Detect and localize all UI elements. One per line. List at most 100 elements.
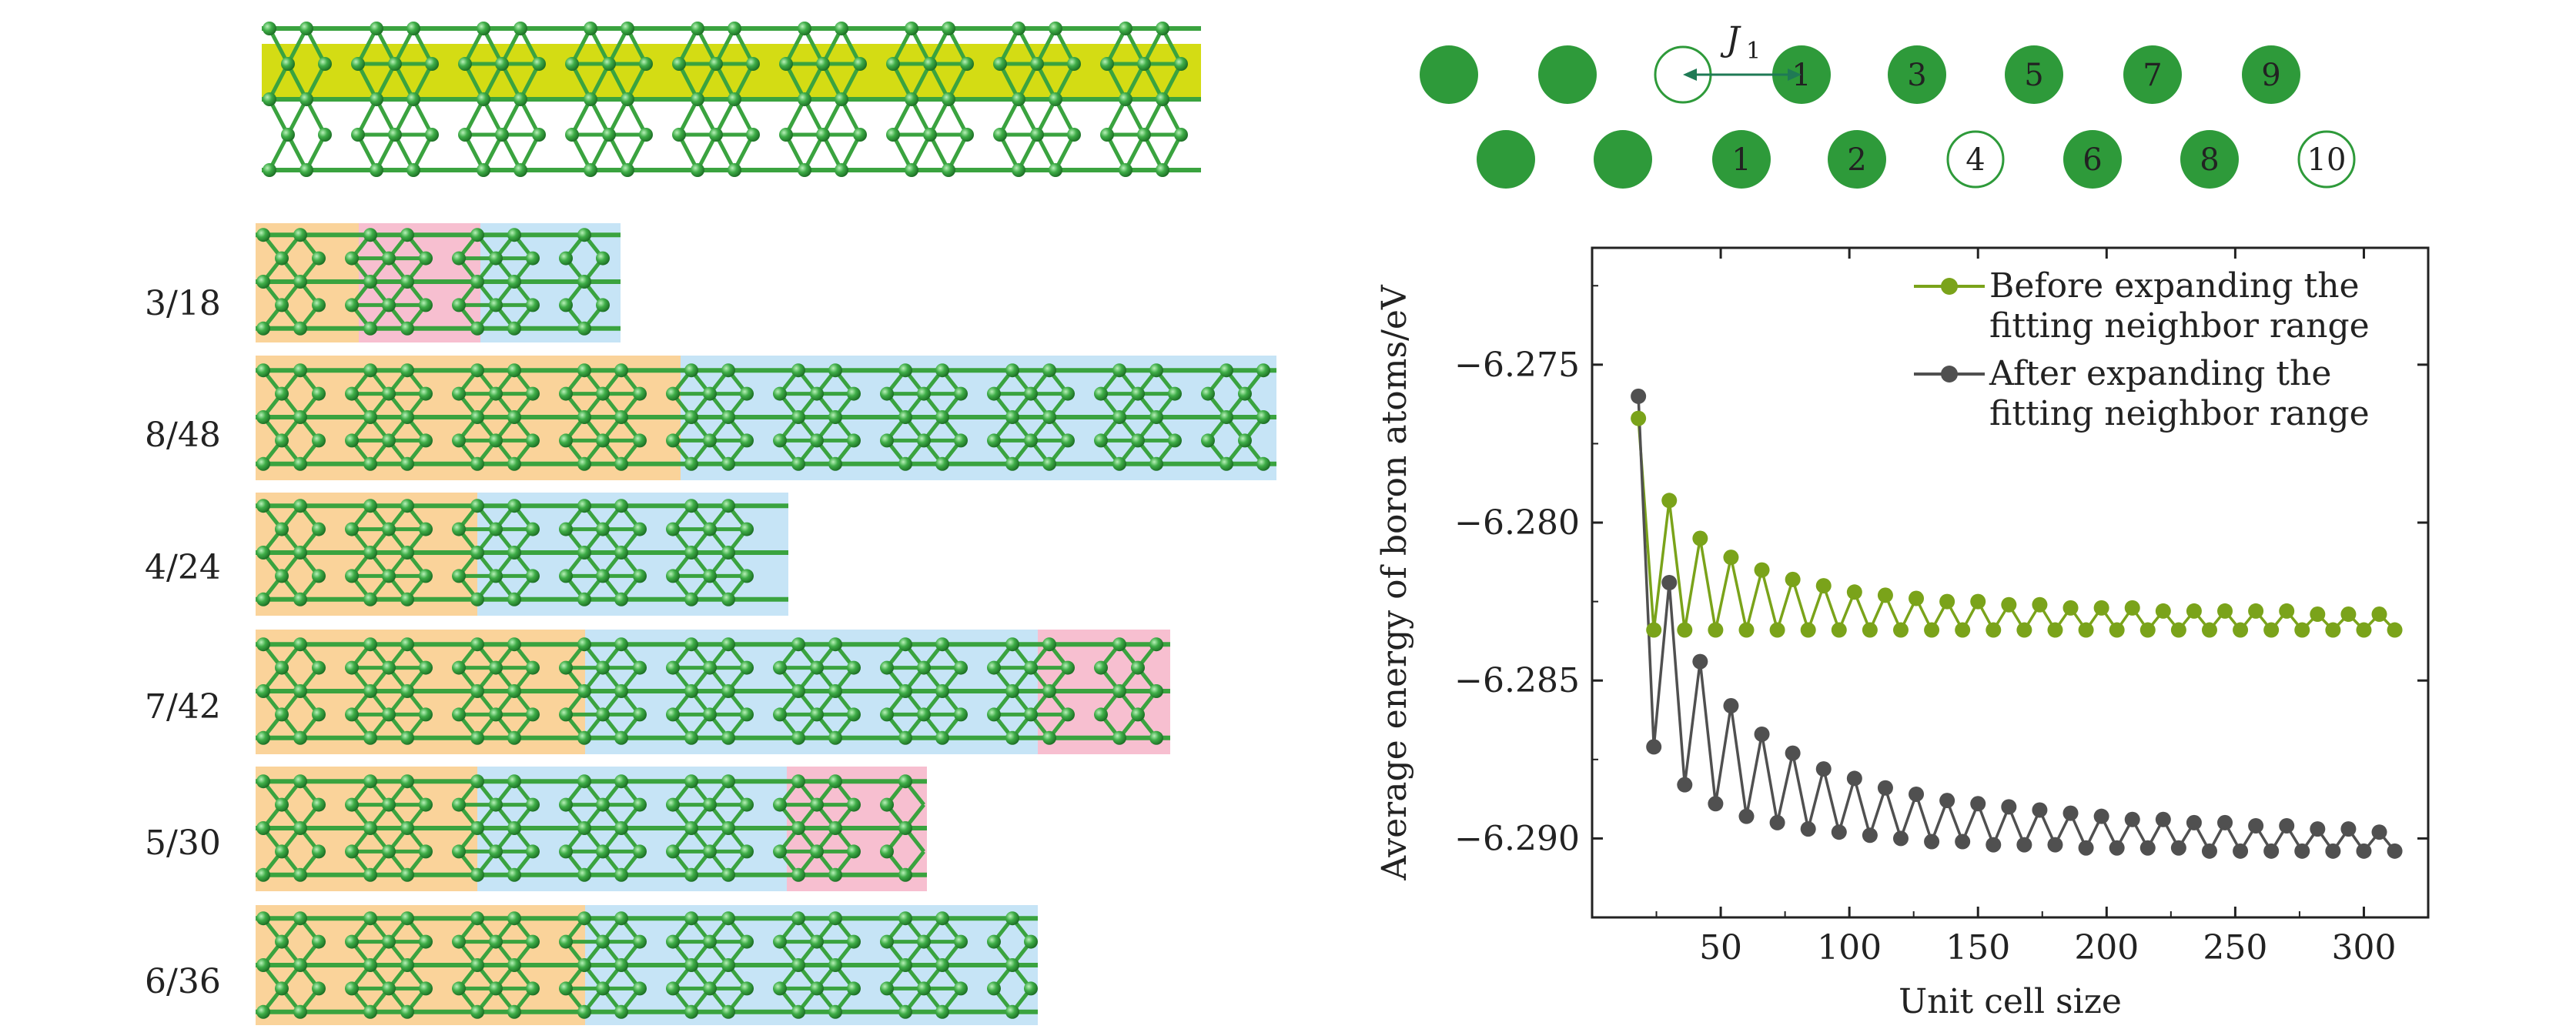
boron-atom bbox=[526, 844, 540, 859]
boron-atom bbox=[721, 499, 735, 513]
boron-atom bbox=[709, 128, 723, 142]
data-point-series-1 bbox=[2294, 622, 2310, 638]
data-point-series-1 bbox=[1661, 493, 1678, 509]
boron-atom bbox=[400, 730, 414, 745]
boron-atom bbox=[1149, 730, 1163, 745]
boron-atom bbox=[987, 386, 1001, 401]
boron-atom bbox=[382, 251, 396, 266]
boron-atom bbox=[507, 275, 521, 289]
boron-atom bbox=[400, 911, 414, 926]
boron-atom bbox=[507, 592, 521, 606]
boron-atom bbox=[577, 456, 591, 471]
boron-atom bbox=[954, 934, 968, 949]
boron-atom bbox=[666, 660, 680, 675]
data-point-series-2 bbox=[1862, 827, 1878, 844]
boron-atom bbox=[791, 867, 805, 882]
boron-atom bbox=[256, 592, 270, 606]
boron-atom bbox=[363, 321, 377, 336]
series-line-2 bbox=[1637, 396, 2396, 854]
boron-atom bbox=[419, 251, 433, 266]
boron-atom bbox=[684, 592, 698, 606]
boron-atom bbox=[458, 57, 472, 71]
boron-atom bbox=[602, 57, 616, 71]
data-point-series-2 bbox=[2217, 814, 2233, 830]
boron-atom bbox=[400, 410, 414, 424]
boron-atom bbox=[898, 774, 912, 789]
boron-atom bbox=[880, 707, 894, 722]
boron-atom bbox=[1112, 684, 1126, 698]
boron-atom bbox=[584, 92, 597, 106]
data-point-series-2 bbox=[1723, 698, 1739, 714]
boron-atom bbox=[935, 1004, 949, 1019]
boron-atom bbox=[614, 363, 628, 378]
lattice bbox=[256, 637, 1170, 745]
boron-atom bbox=[489, 522, 503, 536]
boron-atom bbox=[565, 128, 579, 142]
boron-atom bbox=[293, 321, 307, 336]
boron-atom bbox=[507, 730, 521, 745]
boron-atom bbox=[684, 958, 698, 972]
legend-label-after-line1: After expanding the bbox=[1989, 354, 2331, 393]
boron-atom bbox=[559, 251, 573, 266]
boron-atom bbox=[312, 386, 326, 401]
boron-atom bbox=[684, 637, 698, 652]
boron-atom bbox=[470, 275, 484, 289]
structure-row-4: 7/42 bbox=[145, 630, 1170, 754]
boron-atom bbox=[299, 22, 313, 35]
data-point-series-1 bbox=[1877, 587, 1893, 603]
boron-atom bbox=[880, 433, 894, 448]
boron-atom bbox=[728, 92, 741, 106]
boron-atom bbox=[684, 1004, 698, 1019]
boron-atom bbox=[1005, 410, 1019, 424]
boron-atom bbox=[293, 821, 307, 835]
boron-atom bbox=[987, 981, 1001, 996]
boron-atom bbox=[1005, 730, 1019, 745]
boron-atom bbox=[507, 958, 521, 972]
site-label: 2 bbox=[1847, 142, 1866, 178]
lattice bbox=[256, 911, 1038, 1019]
data-point-series-1 bbox=[1939, 593, 1955, 610]
boron-atom bbox=[1149, 684, 1163, 698]
boron-atom bbox=[684, 410, 698, 424]
boron-atom bbox=[596, 844, 610, 859]
site-label: 6 bbox=[2083, 142, 2102, 178]
boron-atom bbox=[898, 821, 912, 835]
boron-atom bbox=[779, 128, 793, 142]
boron-atom bbox=[917, 707, 931, 722]
boron-atom bbox=[798, 163, 811, 177]
boron-atom bbox=[1094, 660, 1108, 675]
boron-atom bbox=[773, 386, 787, 401]
boron-atom bbox=[452, 981, 466, 996]
boron-atom bbox=[721, 730, 735, 745]
data-point-series-1 bbox=[1892, 622, 1909, 638]
boron-atom bbox=[639, 57, 653, 71]
coupling-label: J bbox=[1720, 20, 1741, 59]
data-point-series-1 bbox=[1723, 550, 1739, 566]
boron-atom bbox=[666, 569, 680, 583]
data-point-series-1 bbox=[2001, 596, 2017, 613]
boron-atom bbox=[256, 911, 270, 926]
lattice bbox=[256, 774, 927, 882]
boron-atom bbox=[1168, 386, 1182, 401]
boron-atom bbox=[684, 821, 698, 835]
boron-atom bbox=[526, 660, 540, 675]
boron-atom bbox=[791, 1004, 805, 1019]
data-point-series-1 bbox=[2325, 622, 2341, 638]
boron-atom bbox=[584, 22, 597, 35]
boron-atom bbox=[703, 569, 717, 583]
data-point-series-2 bbox=[2109, 840, 2125, 856]
boron-atom bbox=[400, 363, 414, 378]
boron-atom bbox=[275, 433, 289, 448]
boron-atom bbox=[1005, 958, 1019, 972]
boron-atom bbox=[382, 660, 396, 675]
boron-atom bbox=[853, 128, 867, 142]
boron-atom bbox=[596, 433, 610, 448]
boron-atom bbox=[419, 522, 433, 536]
boron-atom bbox=[256, 546, 270, 560]
data-point-series-2 bbox=[2170, 840, 2186, 856]
boron-atom bbox=[810, 934, 824, 949]
boron-atom bbox=[728, 163, 741, 177]
boron-atom bbox=[363, 774, 377, 789]
boron-atom bbox=[810, 981, 824, 996]
boron-atom bbox=[1042, 410, 1056, 424]
